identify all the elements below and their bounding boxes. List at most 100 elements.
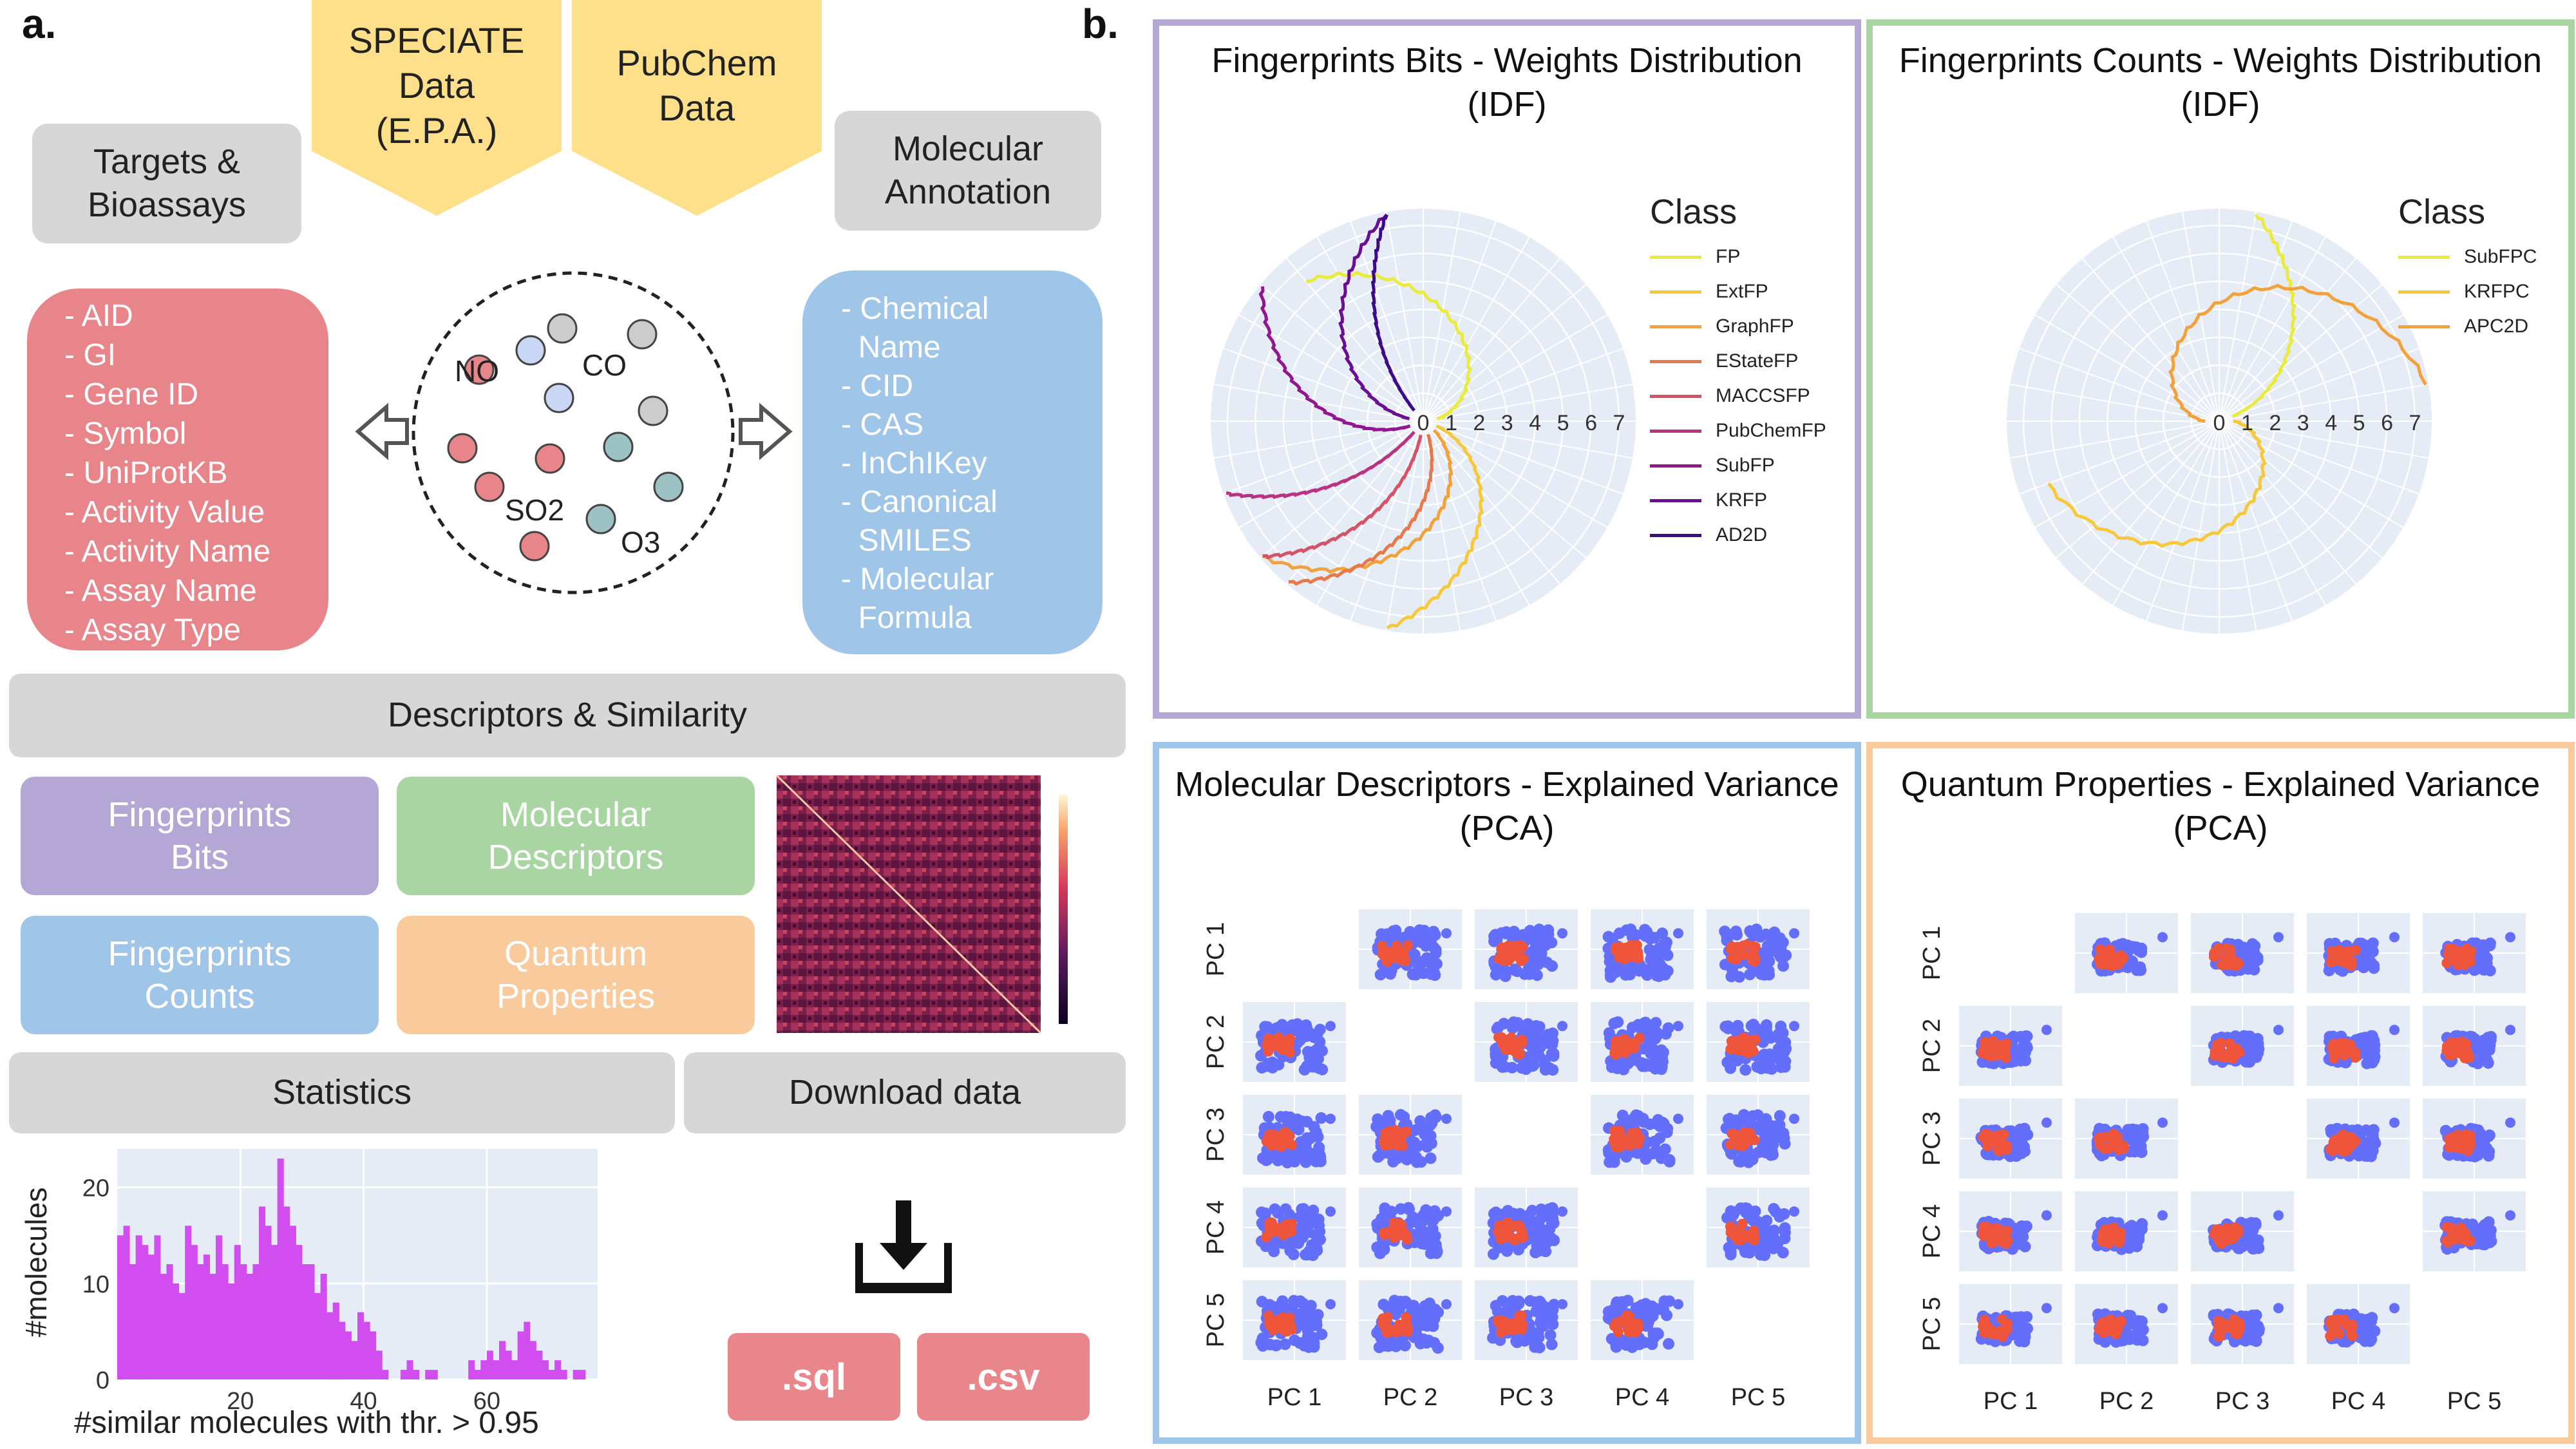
pca-point <box>1425 1152 1437 1164</box>
pca-point <box>1528 1336 1540 1348</box>
csv-download-button[interactable]: .csv <box>917 1333 1090 1421</box>
pca-point <box>1315 1112 1327 1124</box>
pca-point <box>1620 1151 1633 1163</box>
pca-point <box>2041 1303 2052 1314</box>
pca-y-label: PC 3 <box>1202 1108 1229 1162</box>
histogram-bar <box>123 1226 130 1379</box>
legend-item-extfp[interactable]: ExtFP <box>1650 281 1768 303</box>
polar-counts-title: Fingerprints Counts - Weights Distributi… <box>1873 39 2568 126</box>
pca-point <box>2217 1229 2228 1240</box>
polar-spoke <box>1423 421 1633 459</box>
pca-point <box>2108 1222 2119 1233</box>
pca-point <box>2458 952 2469 963</box>
download-data-header[interactable]: Download data <box>684 1052 1126 1133</box>
pca-point <box>1276 1037 1287 1048</box>
legend-item-pubchemfp[interactable]: PubChemFP <box>1650 420 1826 442</box>
pca-point <box>1504 954 1515 965</box>
pca-point <box>2327 954 2338 965</box>
pca-y-label: PC 2 <box>1202 1015 1229 1069</box>
pca-point <box>1631 1127 1642 1138</box>
histogram-bar <box>363 1321 370 1379</box>
pca-point <box>2103 1238 2114 1249</box>
polar-spoke <box>1213 421 1424 459</box>
pca-point <box>2230 1323 2240 1334</box>
legend-swatch <box>1650 394 1701 398</box>
speciate-line-1: SPECIATE <box>348 19 525 61</box>
pca-point <box>2243 1056 2255 1068</box>
pca-point <box>2505 1210 2515 1221</box>
download-icon[interactable] <box>855 1198 952 1294</box>
legend-item-maccsfp[interactable]: MACCSFP <box>1650 385 1810 407</box>
pca-point <box>1513 1048 1524 1059</box>
pca-point <box>2450 947 2461 958</box>
polar-radial-tick: 7 <box>2409 411 2421 435</box>
pca-point <box>2096 959 2107 970</box>
histogram-bar <box>351 1341 358 1379</box>
pca-point <box>1608 1018 1620 1030</box>
pubchem-data-box: PubChem Data <box>572 0 822 216</box>
legend-item-subfp[interactable]: SubFP <box>1650 455 1775 477</box>
pca-point <box>1656 1056 1669 1068</box>
legend-item-ad2d[interactable]: AD2D <box>1650 524 1767 546</box>
pca-point <box>1777 1027 1789 1039</box>
pca-point <box>1296 1115 1308 1128</box>
pca-point <box>1499 1061 1511 1073</box>
pca-point <box>2461 943 2472 954</box>
fingerprints-counts-box: Fingerprints Counts <box>21 916 379 1034</box>
legend-item-graphfp[interactable]: GraphFP <box>1650 316 1794 337</box>
targets-item: - Gene ID <box>64 377 199 412</box>
pca-point <box>1725 1210 1738 1222</box>
targets-item: - AID <box>64 299 133 333</box>
pca-point <box>2157 1303 2168 1314</box>
legend-item-krfpc[interactable]: KRFPC <box>2398 281 2530 303</box>
legend-item-fp[interactable]: FP <box>1650 246 1740 268</box>
pca-point <box>1789 1113 1799 1124</box>
pca-point <box>1262 1133 1273 1144</box>
pca-point <box>1775 1061 1787 1074</box>
polar-spoke <box>2056 421 2220 558</box>
pca-point <box>1387 925 1399 937</box>
histogram-bar <box>573 1370 580 1379</box>
legend-item-apc2d[interactable]: APC2D <box>2398 316 2528 337</box>
pca-point <box>2465 1137 2476 1148</box>
legend-item-krfp[interactable]: KRFP <box>1650 489 1767 511</box>
legend-item-subfpc[interactable]: SubFPC <box>2398 246 2537 268</box>
histogram-x-tick: 20 <box>227 1388 254 1415</box>
pca-point <box>1779 1226 1791 1238</box>
pca-point <box>2457 1137 2468 1148</box>
polar-spoke <box>2009 383 2220 422</box>
pca-point <box>2505 932 2515 943</box>
pca-point <box>1673 1113 1683 1124</box>
pca-descriptors-title: Molecular Descriptors - Explained Varian… <box>1159 762 1855 850</box>
pca-point <box>1978 1231 1989 1242</box>
molecule-diagram: NO CO SO2 O3 <box>355 271 793 594</box>
pca-point <box>2117 952 2128 963</box>
pca-point <box>2109 958 2120 969</box>
pca-point <box>1530 943 1542 956</box>
similarity-heatmap <box>775 775 1068 1033</box>
pca-point <box>2120 940 2132 952</box>
legend-swatch <box>1650 290 1701 294</box>
legend-swatch <box>1650 533 1701 537</box>
pca-point <box>2110 1329 2121 1340</box>
histogram-bar <box>178 1293 185 1379</box>
histogram-bar <box>289 1226 296 1379</box>
histogram-bar <box>271 1245 278 1379</box>
pca-point <box>1430 958 1443 970</box>
pca-point <box>2483 1236 2496 1249</box>
pca-point <box>1768 940 1780 952</box>
histogram-bar <box>216 1235 223 1379</box>
polar-spoke <box>2034 421 2220 528</box>
sql-download-button[interactable]: .sql <box>728 1333 900 1421</box>
targets-item: - Symbol <box>64 417 187 451</box>
pca-point <box>1279 1338 1291 1350</box>
molecular-descriptors-box: Molecular Descriptors <box>397 777 755 895</box>
pca-point <box>1278 1229 1289 1240</box>
pca-point <box>2098 1327 2109 1338</box>
pca-point <box>2462 1046 2473 1057</box>
legend-item-estatefp[interactable]: EStateFP <box>1650 350 1798 372</box>
pca-point <box>2092 1308 2104 1320</box>
pca-point <box>1738 949 1749 960</box>
molecular-annotation-box: Molecular Annotation <box>835 111 1101 231</box>
